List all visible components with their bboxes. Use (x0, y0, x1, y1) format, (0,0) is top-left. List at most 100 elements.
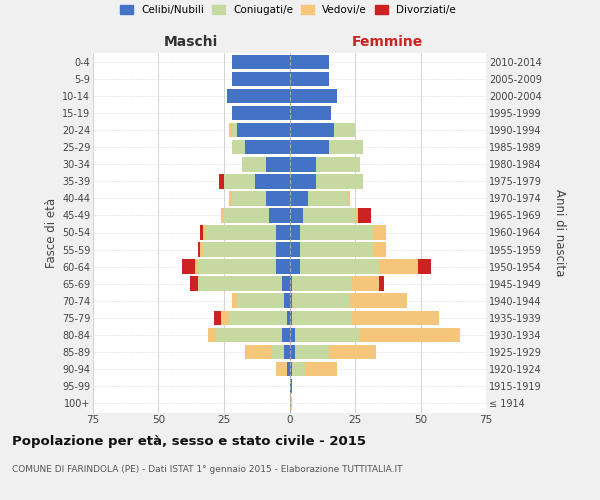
Bar (237, 294, 284, 308)
Text: Popolazione per età, sesso e stato civile - 2015: Popolazione per età, sesso e stato civil… (12, 435, 366, 448)
Bar (355, 208, 358, 222)
Bar (290, 396, 292, 410)
Bar (379, 260, 418, 274)
Bar (316, 174, 363, 188)
Bar (290, 379, 292, 394)
Bar (208, 328, 216, 342)
Bar (277, 225, 290, 240)
Bar (198, 242, 200, 257)
Bar (329, 140, 363, 154)
Bar (295, 328, 360, 342)
Bar (232, 123, 237, 138)
Text: Maschi: Maschi (164, 35, 218, 49)
Bar (290, 208, 302, 222)
Bar (300, 260, 379, 274)
Y-axis label: Fasce di età: Fasce di età (44, 198, 58, 268)
Bar (287, 362, 290, 376)
Bar (214, 310, 221, 325)
Bar (290, 260, 300, 274)
Bar (245, 344, 271, 359)
Bar (300, 242, 373, 257)
Bar (292, 276, 352, 291)
Text: Femmine: Femmine (352, 35, 424, 49)
Bar (277, 260, 290, 274)
Bar (182, 260, 195, 274)
Bar (219, 174, 224, 188)
Bar (290, 294, 292, 308)
Bar (373, 242, 386, 257)
Bar (198, 276, 281, 291)
Bar (221, 208, 224, 222)
Bar (269, 208, 290, 222)
Bar (329, 344, 376, 359)
Bar (290, 225, 300, 240)
Bar (256, 174, 290, 188)
Bar (227, 89, 290, 104)
Bar (200, 225, 203, 240)
Y-axis label: Anni di nascita: Anni di nascita (553, 189, 566, 276)
Bar (290, 328, 295, 342)
Bar (316, 157, 360, 172)
Bar (232, 191, 266, 206)
Bar (352, 276, 379, 291)
Bar (292, 310, 352, 325)
Bar (373, 225, 386, 240)
Bar (292, 362, 305, 376)
Bar (284, 344, 290, 359)
Bar (290, 276, 292, 291)
Bar (308, 191, 347, 206)
Bar (290, 54, 329, 69)
Bar (292, 294, 350, 308)
Legend: Celibi/Nubili, Coniugati/e, Vedovi/e, Divorziati/e: Celibi/Nubili, Coniugati/e, Vedovi/e, Di… (120, 5, 456, 15)
Bar (281, 328, 290, 342)
Bar (232, 294, 237, 308)
Bar (290, 362, 292, 376)
Bar (347, 191, 350, 206)
Bar (295, 344, 329, 359)
Bar (232, 140, 245, 154)
Bar (290, 123, 334, 138)
Bar (300, 225, 373, 240)
Bar (350, 294, 407, 308)
Bar (418, 260, 431, 274)
Bar (290, 140, 329, 154)
Bar (290, 242, 300, 257)
Bar (216, 328, 281, 342)
Bar (224, 174, 256, 188)
Bar (305, 362, 337, 376)
Bar (232, 54, 290, 69)
Bar (290, 72, 329, 86)
Bar (281, 276, 290, 291)
Bar (206, 225, 277, 240)
Bar (290, 191, 308, 206)
Bar (203, 242, 277, 257)
Bar (290, 157, 316, 172)
Bar (245, 140, 290, 154)
Bar (302, 208, 355, 222)
Bar (277, 362, 287, 376)
Bar (229, 310, 287, 325)
Bar (237, 123, 290, 138)
Bar (224, 208, 269, 222)
Bar (200, 242, 203, 257)
Bar (271, 344, 284, 359)
Bar (266, 157, 290, 172)
Bar (352, 310, 439, 325)
Bar (290, 310, 292, 325)
Bar (195, 260, 198, 274)
Bar (221, 310, 229, 325)
Bar (290, 89, 337, 104)
Bar (229, 191, 232, 206)
Bar (203, 225, 206, 240)
Bar (287, 310, 290, 325)
Text: COMUNE DI FARINDOLA (PE) - Dati ISTAT 1° gennaio 2015 - Elaborazione TUTTITALIA.: COMUNE DI FARINDOLA (PE) - Dati ISTAT 1°… (12, 465, 403, 474)
Bar (190, 276, 198, 291)
Bar (232, 106, 290, 120)
Bar (198, 260, 277, 274)
Bar (290, 344, 295, 359)
Bar (266, 191, 290, 206)
Bar (379, 276, 384, 291)
Bar (360, 328, 460, 342)
Bar (277, 242, 290, 257)
Bar (290, 106, 331, 120)
